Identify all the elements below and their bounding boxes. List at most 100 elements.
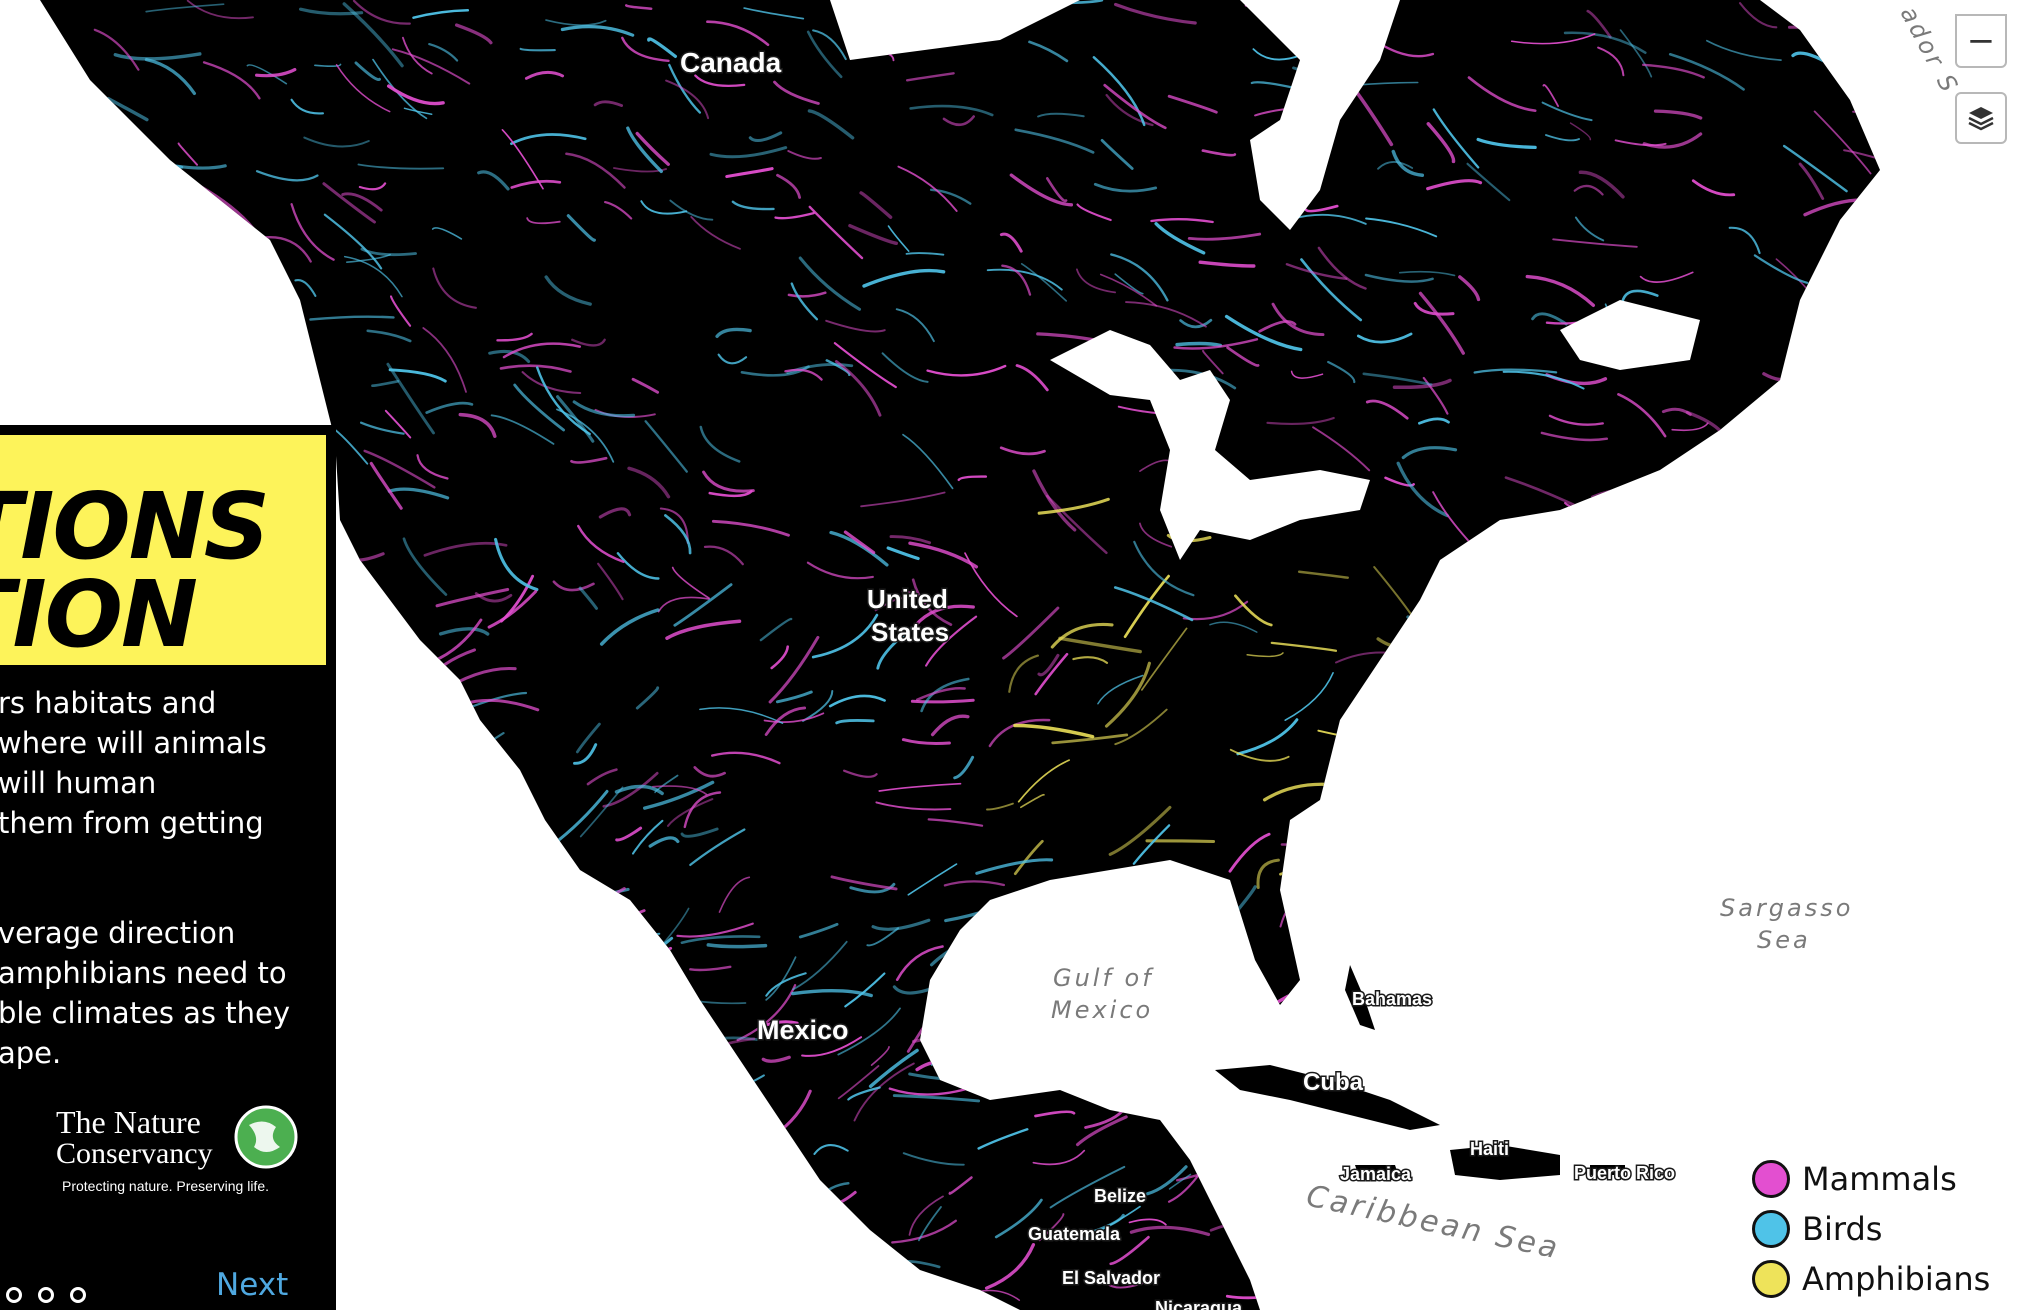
migration-streak <box>787 291 827 298</box>
migration-streak <box>1377 161 1414 170</box>
migration-streak <box>202 61 261 100</box>
migration-streak <box>388 368 447 383</box>
migration-streak <box>1246 1195 1288 1206</box>
migration-streak <box>565 152 626 189</box>
migration-streak <box>1058 636 1142 654</box>
migration-streak <box>1209 621 1258 633</box>
migration-streak <box>1653 109 1703 120</box>
label-jamaica: Jamaica <box>1340 1164 1412 1184</box>
label-united-states-2: States <box>871 617 949 647</box>
migration-streak <box>930 1029 973 1066</box>
migration-streak <box>1645 924 1690 947</box>
migration-streak <box>1161 1092 1209 1118</box>
migration-streak <box>907 863 958 896</box>
migration-streak <box>1502 370 1585 390</box>
great-lakes <box>1050 330 1370 560</box>
migration-streak <box>1034 652 1069 696</box>
legend-item-birds: Birds <box>1752 1204 1990 1254</box>
migration-streak <box>552 580 595 592</box>
migration-streak <box>1097 674 1144 705</box>
migration-streak <box>487 590 538 629</box>
migration-streak <box>825 319 886 333</box>
migration-streak <box>1839 669 1880 711</box>
migration-streak <box>1167 94 1218 114</box>
migration-streak <box>867 4 915 15</box>
migration-streak <box>668 63 702 114</box>
migration-streak <box>621 36 670 62</box>
migration-streak <box>1578 170 1625 199</box>
migration-streak <box>1114 273 1144 295</box>
layers-icon <box>1968 107 1994 131</box>
migration-streak <box>1076 268 1116 294</box>
migration-streak <box>1829 645 1880 697</box>
migration-streak <box>665 619 742 640</box>
label-bahamas: Bahamas <box>1352 989 1432 1009</box>
migration-streak <box>407 1227 460 1240</box>
migration-streak <box>1663 545 1723 600</box>
migration-streak <box>878 782 962 792</box>
migration-streak <box>1635 1252 1683 1261</box>
migration-streak <box>1545 134 1580 142</box>
next-button[interactable]: Next <box>216 1267 289 1303</box>
migration-streak <box>136 286 168 295</box>
migration-streak <box>995 1010 1044 1066</box>
layers-button[interactable] <box>1955 92 2007 144</box>
migration-streak <box>1300 258 1363 322</box>
migration-streak <box>634 932 661 948</box>
migration-streak <box>1572 1155 1603 1162</box>
migration-streak <box>1264 1258 1303 1299</box>
page-dot-3[interactable] <box>70 1287 86 1303</box>
zoom-out-button[interactable]: − <box>1955 14 2007 68</box>
migration-streak <box>909 104 994 117</box>
migration-streak <box>346 900 380 926</box>
migration-streak <box>711 751 781 765</box>
migration-streak <box>1173 338 1259 350</box>
migration-streak <box>613 167 667 173</box>
migration-streak <box>910 698 975 704</box>
migration-streak <box>1032 1149 1086 1166</box>
migration-streak <box>906 72 955 82</box>
migration-streak <box>597 562 624 601</box>
migration-streak <box>1546 730 1586 782</box>
page-dot-2[interactable] <box>38 1287 54 1303</box>
migration-streak <box>494 537 539 592</box>
migration-streak <box>1820 257 1880 270</box>
migration-streak <box>807 109 855 140</box>
migration-streak <box>964 552 1018 618</box>
migration-streak <box>916 686 966 701</box>
page-dot-1[interactable] <box>6 1287 22 1303</box>
migration-streak <box>1856 756 1880 765</box>
story-panel: TIONS TION rs habitats and where will an… <box>0 425 336 1310</box>
migration-streak <box>1709 1159 1752 1171</box>
migration-streak <box>1777 716 1820 745</box>
migration-streak <box>986 268 1063 291</box>
migration-streak <box>531 1127 571 1166</box>
migration-streak <box>791 989 873 998</box>
migration-streak <box>423 541 508 557</box>
migration-streak <box>359 621 404 637</box>
migration-streak <box>1270 641 1338 652</box>
migration-streak <box>914 604 975 627</box>
migration-streak <box>577 1089 622 1134</box>
migration-streak <box>477 170 510 191</box>
story-title-line-2: TION <box>0 561 198 665</box>
migration-streak <box>1365 399 1409 420</box>
migration-streak <box>1434 1123 1518 1130</box>
migration-streak <box>1051 733 1129 745</box>
migration-streak <box>1768 962 1806 992</box>
migration-streak <box>44 166 116 173</box>
migration-streak <box>145 3 225 13</box>
migration-streak <box>577 1005 599 1037</box>
migration-streak <box>1531 312 1568 326</box>
migration-streak <box>1642 132 1703 149</box>
migration-streak <box>454 23 493 45</box>
migration-streak <box>1279 831 1350 876</box>
migration-streak <box>402 36 433 75</box>
migration-streak <box>1754 1116 1820 1128</box>
migration-streak <box>1061 1032 1115 1046</box>
migration-streak <box>1674 665 1705 677</box>
migration-streak <box>1327 360 1356 384</box>
migration-streak <box>1045 494 1108 555</box>
migration-streak <box>67 222 127 268</box>
